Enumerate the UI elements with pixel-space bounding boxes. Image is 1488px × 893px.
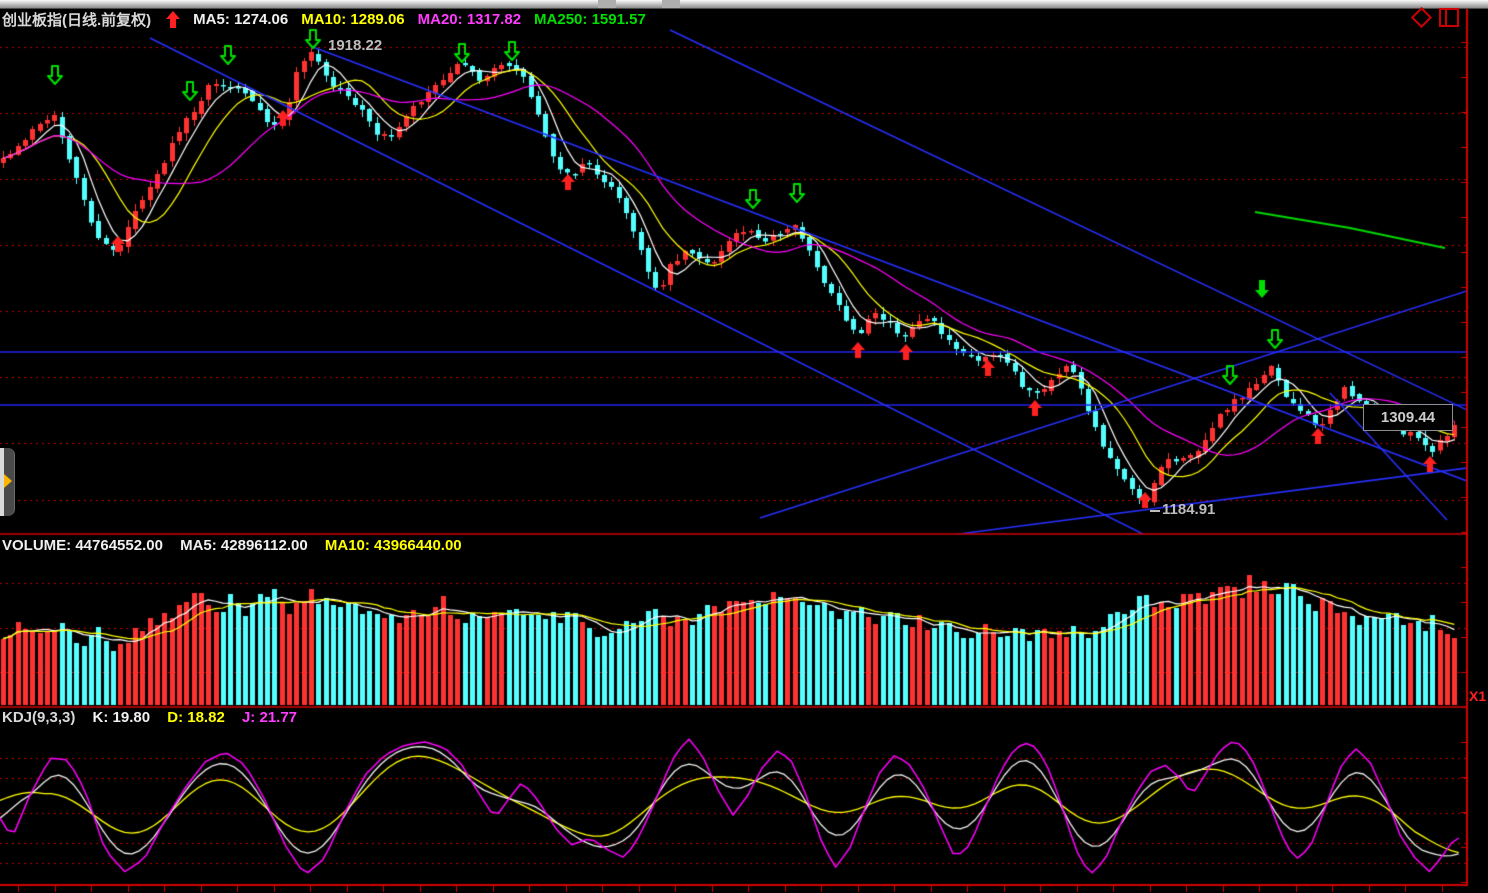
expand-arrow-icon	[4, 474, 12, 488]
ma250-value: MA250: 1591.57	[534, 11, 646, 28]
up-arrow-icon	[166, 11, 181, 28]
volume-pane-region[interactable]	[0, 534, 1467, 706]
volume-header: VOLUME: 44764552.00 MA5: 42896112.00 MA1…	[2, 537, 475, 554]
kdj-header: KDJ(9,3,3) K: 19.80 D: 18.82 J: 21.77	[2, 709, 310, 726]
kdj-pane-region[interactable]	[0, 707, 1467, 885]
ma10-value: MA10: 1289.06	[301, 11, 405, 28]
sidebar-expand-handle[interactable]	[0, 448, 15, 516]
diamond-icon[interactable]	[1410, 6, 1433, 29]
j-value: J: 21.77	[241, 709, 298, 726]
last-price-tag: 1309.44	[1363, 404, 1453, 431]
titlebar-segment	[662, 0, 680, 8]
ma20-value: MA20: 1317.82	[417, 11, 522, 28]
ma5-value: MA5: 1274.06	[193, 11, 289, 28]
titlebar-segment	[598, 0, 616, 8]
volume-value: VOLUME: 44764552.00	[2, 537, 163, 554]
low-price-label: 1184.91	[1162, 501, 1216, 518]
k-value: K: 19.80	[92, 709, 151, 726]
window-panes-icon[interactable]	[1439, 8, 1459, 27]
volume-multiplier-label: X1	[1469, 688, 1487, 704]
main-chart-header: 创业板指(日线.前复权) MA5: 1274.06 MA10: 1289.06 …	[2, 9, 659, 30]
main-chart-region[interactable]	[0, 8, 1467, 533]
low-price-dash	[1150, 510, 1160, 512]
titlebar	[0, 0, 1488, 9]
d-value: D: 18.82	[167, 709, 225, 726]
volume-ma5-value: MA5: 42896112.00	[180, 537, 308, 554]
high-price-label: 1918.22	[328, 37, 383, 54]
instrument-title: 创业板指(日线.前复权)	[2, 12, 152, 29]
kdj-name: KDJ(9,3,3)	[2, 709, 76, 726]
volume-ma10-value: MA10: 43966440.00	[324, 537, 462, 554]
